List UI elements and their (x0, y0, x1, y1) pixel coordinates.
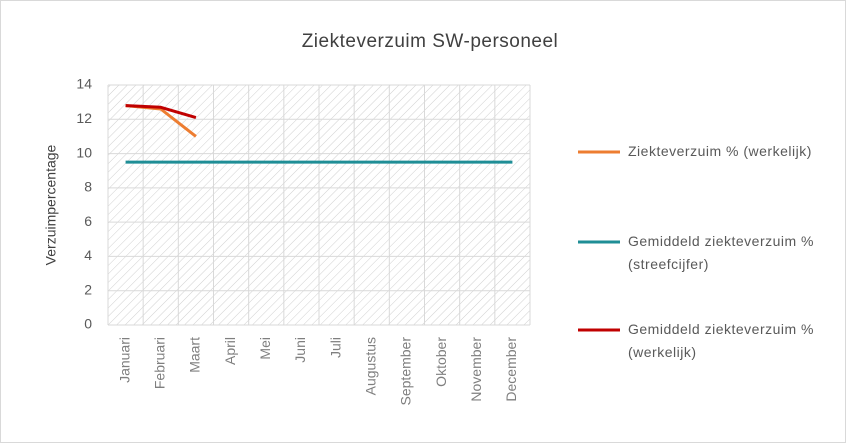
y-tick-label: 14 (76, 76, 92, 92)
y-tick-label: 2 (84, 281, 92, 297)
legend-label: Ziekteverzuim % (werkelijk) (628, 143, 812, 159)
chart-title: Ziekteverzuim SW-personeel (302, 31, 559, 52)
x-tick-label: Februari (151, 337, 167, 389)
x-tick-label: Juli (327, 337, 343, 358)
y-axis-label: Verzuimpercentage (43, 144, 59, 265)
legend-label: Gemiddeld ziekteverzuim % (werkelijk) (628, 321, 815, 360)
x-tick-label: November (468, 337, 484, 402)
x-tick-label: April (222, 337, 238, 365)
x-tick-label: Oktober (433, 337, 449, 387)
x-tick-label: December (503, 337, 519, 402)
x-tick-label: September (398, 337, 414, 406)
y-tick-label: 12 (76, 110, 92, 126)
y-tick-label: 6 (84, 213, 92, 229)
x-tick-label: Januari (116, 337, 132, 383)
y-tick-label: 8 (84, 179, 92, 195)
x-tick-label: Maart (187, 337, 203, 373)
series-line (125, 104, 197, 120)
y-tick-label: 10 (76, 144, 92, 160)
legend-label: Gemiddeld ziekteverzuim % (streefcijfer) (628, 233, 815, 272)
x-tick-label: Augustus (362, 337, 378, 395)
x-tick-label: Mei (257, 337, 273, 360)
y-tick-label: 4 (84, 247, 92, 263)
x-tick-label: Juni (292, 337, 308, 363)
y-tick-label: 0 (84, 316, 92, 332)
